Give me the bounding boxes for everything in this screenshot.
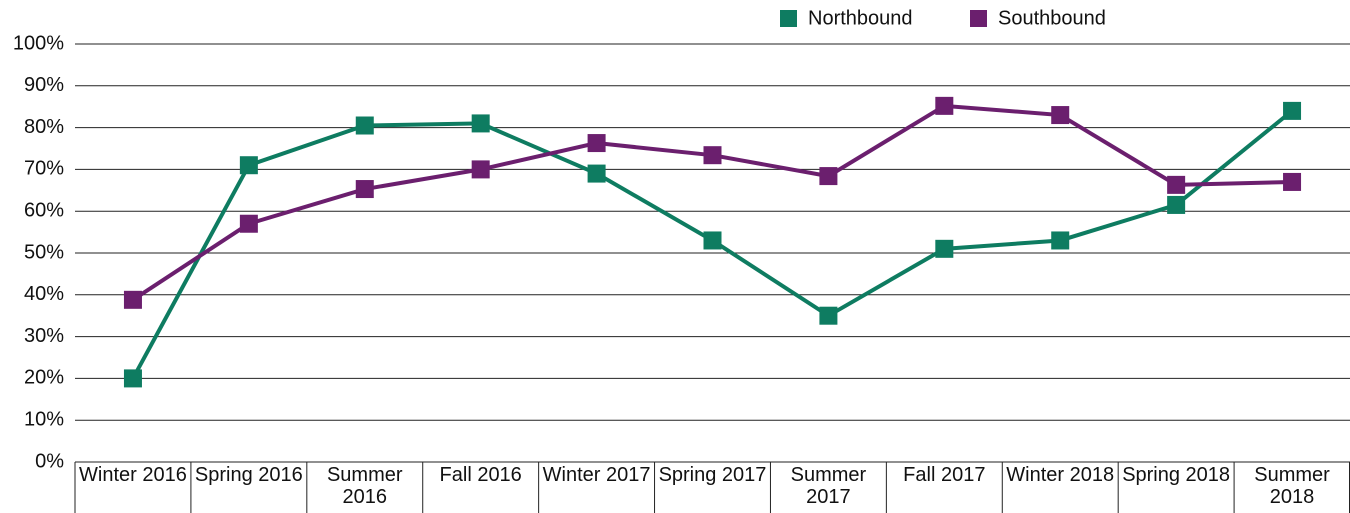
y-tick-label: 20% — [24, 367, 64, 389]
legend-label: Southbound — [998, 7, 1106, 29]
x-tick-label: Fall 2016 — [439, 464, 522, 486]
y-tick-label: 80% — [24, 116, 64, 138]
point-marker — [935, 96, 954, 115]
y-tick-label: 10% — [24, 408, 64, 430]
y-tick-label: 0% — [35, 450, 64, 472]
point-marker — [703, 231, 722, 250]
point-marker — [819, 167, 838, 186]
point-marker — [935, 239, 954, 258]
y-tick-label: 100% — [13, 32, 64, 54]
x-tick-label: Spring 2018 — [1122, 464, 1231, 486]
x-tick-label: Fall 2017 — [903, 464, 986, 486]
legend-swatch — [780, 10, 797, 27]
y-tick-label: 60% — [24, 199, 64, 221]
y-tick-label: 90% — [24, 74, 64, 96]
legend-swatch — [970, 10, 987, 27]
point-marker — [819, 306, 838, 325]
series-line — [131, 103, 1293, 302]
x-tick-label: Winter 2017 — [542, 464, 651, 486]
point-marker — [471, 160, 490, 179]
x-tick-label: Summer 2017 — [790, 464, 867, 508]
point-marker — [471, 114, 490, 133]
point-marker — [1283, 101, 1302, 120]
y-tick-label: 70% — [24, 158, 64, 180]
point-marker — [1167, 175, 1186, 194]
y-tick-label: 50% — [24, 241, 64, 263]
point-marker — [587, 164, 606, 183]
point-marker — [1167, 195, 1186, 214]
point-marker — [239, 214, 258, 233]
point-marker — [587, 134, 606, 153]
point-marker — [123, 369, 142, 388]
x-tick-label: Summer 2016 — [326, 464, 403, 508]
x-tick-label: Summer 2018 — [1254, 464, 1330, 508]
point-marker — [1051, 231, 1070, 250]
x-tick-label: Winter 2018 — [1006, 464, 1115, 486]
point-marker — [1283, 172, 1302, 191]
x-tick-label: Winter 2016 — [79, 464, 187, 486]
point-marker — [1051, 106, 1070, 125]
point-marker — [123, 290, 142, 309]
legend-label: Northbound — [808, 7, 913, 29]
point-marker — [355, 180, 374, 199]
x-tick-label: Spring 2017 — [658, 464, 767, 486]
x-tick-label: Spring 2016 — [194, 464, 303, 486]
point-marker — [703, 146, 722, 165]
point-marker — [355, 116, 374, 135]
point-marker — [239, 156, 258, 175]
y-tick-label: 30% — [24, 325, 64, 347]
y-tick-label: 40% — [24, 283, 64, 305]
